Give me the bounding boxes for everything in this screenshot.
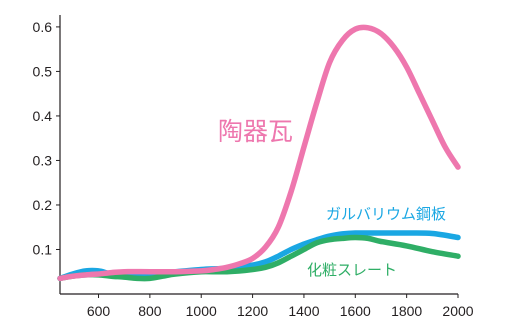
axes [59, 15, 458, 295]
y-tick-label: 0.4 [33, 108, 53, 124]
series-line-colored-slate [57, 234, 461, 282]
x-tick-label: 2000 [442, 303, 473, 319]
series-label-colored-slate: 化粧スレート [307, 261, 397, 279]
x-tick-label: 1200 [237, 303, 268, 319]
series-lines [57, 24, 461, 282]
y-tick-label: 0.5 [33, 63, 53, 79]
y-tick-label: 0.2 [33, 197, 53, 213]
y-ticks: 0.1 0.2 0.3 0.4 0.5 0.6 [33, 19, 60, 257]
series-line-ceramic-tile [57, 24, 461, 282]
x-tick-label: 600 [87, 303, 111, 319]
x-tick-label: 1600 [340, 303, 371, 319]
y-tick-label: 0.3 [33, 152, 53, 168]
series-label-galvalume-steel: ガルバリウム鋼板 [326, 205, 446, 223]
y-tick-label: 0.1 [33, 241, 53, 257]
x-tick-label: 1000 [186, 303, 217, 319]
x-tick-label: 800 [138, 303, 162, 319]
series-label-ceramic-tile: 陶器瓦 [218, 117, 293, 146]
x-tick-label: 1800 [391, 303, 422, 319]
x-tick-label: 1400 [288, 303, 319, 319]
y-tick-label: 0.6 [33, 19, 53, 35]
x-ticks: 600 800 1000 1200 1400 1600 1800 2000 [87, 294, 474, 319]
